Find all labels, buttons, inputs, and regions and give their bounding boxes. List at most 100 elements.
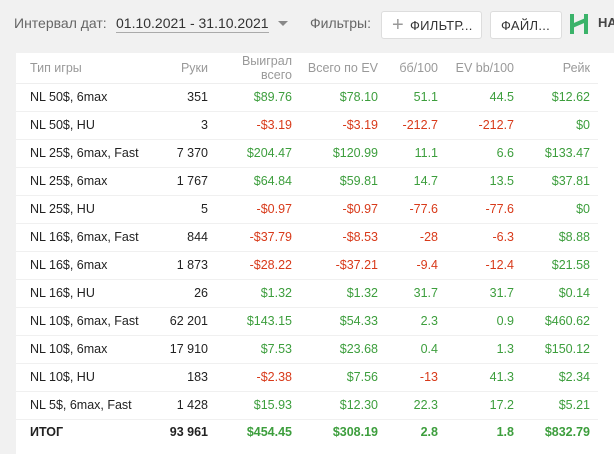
cell-total-ev: $78.10 xyxy=(300,83,386,112)
cell-hands: 1 767 xyxy=(166,167,216,196)
cell-hands: 3 xyxy=(166,111,216,140)
table-row[interactable]: NL 10$, 6max, Fast 62 201 $143.15 $54.33 2.3… xyxy=(16,307,598,336)
table-row[interactable]: NL 16$, HU 26 $1.32 $1.32 31.7 31.7 $0.14 xyxy=(16,279,598,308)
column-header-bb100[interactable]: бб/100 xyxy=(386,53,446,84)
table-header-row: Тип игры Руки Выиграл всего Всего по EV бб/1… xyxy=(16,53,598,84)
cell-hands: 351 xyxy=(166,83,216,112)
logo-text: НА xyxy=(598,15,614,30)
cell-game-type: NL 10$, 6max, Fast xyxy=(16,307,166,336)
table-row[interactable]: NL 16$, 6max, Fast 844 -$37.79 -$8.53 -28 -6.… xyxy=(16,223,598,252)
cell-game-type: NL 5$, 6max, Fast xyxy=(16,391,166,420)
cell-rake: $12.62 xyxy=(522,83,598,112)
cell-ev-bb100: 41.3 xyxy=(446,363,522,392)
cell-won-total: $64.84 xyxy=(216,167,300,196)
cell-hands: 17 910 xyxy=(166,335,216,364)
cell-total-ev: $308.19 xyxy=(332,425,378,440)
cell-bb100: 2.8 xyxy=(420,425,438,440)
cell-game-type: NL 10$, HU xyxy=(16,363,166,392)
column-header-won-total[interactable]: Выиграл всего xyxy=(216,53,300,84)
cell-total-ev: $12.30 xyxy=(300,391,386,420)
date-range-picker[interactable]: 01.10.2021 - 31.10.2021 xyxy=(116,15,269,33)
cell-won-total: -$37.79 xyxy=(216,223,300,252)
cell-hands: 7 370 xyxy=(166,139,216,168)
cell-rake: $8.88 xyxy=(522,223,598,252)
cell-game-type: NL 50$, HU xyxy=(16,111,166,140)
cell-rake: $150.12 xyxy=(522,335,598,364)
column-header-game-type[interactable]: Тип игры xyxy=(16,53,166,84)
file-button[interactable]: ФАЙЛ... xyxy=(490,11,562,39)
total-row[interactable]: ИТОГ 93 961 $454.45 $308.19 2.8 1.8 $832.79 xyxy=(16,419,598,445)
table-row[interactable]: NL 50$, HU 3 -$3.19 -$3.19 -212.7 -212.7 $0 xyxy=(16,111,598,140)
cell-bb100: 22.3 xyxy=(386,391,446,420)
cell-won-total: $15.93 xyxy=(216,391,300,420)
cell-won-total: $143.15 xyxy=(216,307,300,336)
table-row[interactable]: NL 10$, 6max 17 910 $7.53 $23.68 0.4 1.3 $150.… xyxy=(16,335,598,364)
cell-bb100: 31.7 xyxy=(386,279,446,308)
column-header-rake[interactable]: Рейк xyxy=(522,53,598,84)
cell-bb100: -212.7 xyxy=(386,111,446,140)
cell-won-total: $1.32 xyxy=(216,279,300,308)
table-row[interactable]: NL 25$, 6max 1 767 $64.84 $59.81 14.7 13.5 $37… xyxy=(16,167,598,196)
cell-hands: 183 xyxy=(166,363,216,392)
cell-ev-bb100: 44.5 xyxy=(446,83,522,112)
cell-hands: 1 873 xyxy=(166,251,216,280)
cell-rake: $0 xyxy=(522,111,598,140)
column-header-hands[interactable]: Руки xyxy=(166,53,216,84)
cell-rake: $5.21 xyxy=(522,391,598,420)
cell-game-type: NL 50$, 6max xyxy=(16,83,166,112)
cell-rake: $832.79 xyxy=(544,425,590,440)
cell-ev-bb100: -212.7 xyxy=(446,111,522,140)
cell-won-total: $204.47 xyxy=(216,139,300,168)
table-row[interactable]: NL 50$, 6max 351 $89.76 $78.10 51.1 44.5 $12.6… xyxy=(16,83,598,112)
cell-hands: 844 xyxy=(166,223,216,252)
table-row[interactable]: NL 25$, HU 5 -$0.97 -$0.97 -77.6 -77.6 $0 xyxy=(16,195,598,224)
cell-hands: 62 201 xyxy=(166,307,216,336)
cell-ev-bb100: 1.8 xyxy=(496,425,514,440)
cell-bb100: 0.4 xyxy=(386,335,446,364)
cell-ev-bb100: -12.4 xyxy=(446,251,522,280)
cell-total-ev: -$8.53 xyxy=(300,223,386,252)
cell-total-ev: $54.33 xyxy=(300,307,386,336)
cell-won-total: $89.76 xyxy=(216,83,300,112)
cell-total-ev: -$37.21 xyxy=(300,251,386,280)
cell-total-ev: $23.68 xyxy=(300,335,386,364)
cell-ev-bb100: 13.5 xyxy=(446,167,522,196)
cell-total-ev: -$0.97 xyxy=(300,195,386,224)
table-row[interactable]: NL 25$, 6max, Fast 7 370 $204.47 $120.99 11.… xyxy=(16,139,598,168)
cell-rake: $37.81 xyxy=(522,167,598,196)
chevron-down-icon[interactable] xyxy=(278,21,288,26)
cell-rake: $0.14 xyxy=(522,279,598,308)
cell-rake: $133.47 xyxy=(522,139,598,168)
cell-game-type: NL 16$, 6max, Fast xyxy=(16,223,166,252)
cell-ev-bb100: 6.6 xyxy=(446,139,522,168)
column-header-total-ev[interactable]: Всего по EV xyxy=(300,53,386,84)
plus-icon: + xyxy=(392,14,404,36)
cell-game-type: NL 16$, 6max xyxy=(16,251,166,280)
cell-game-type: ИТОГ xyxy=(30,425,64,440)
cell-ev-bb100: 31.7 xyxy=(446,279,522,308)
cell-bb100: 51.1 xyxy=(386,83,446,112)
cell-bb100: 14.7 xyxy=(386,167,446,196)
cell-bb100: -77.6 xyxy=(386,195,446,224)
table-row[interactable]: NL 16$, 6max 1 873 -$28.22 -$37.21 -9.4 -12.4… xyxy=(16,251,598,280)
cell-ev-bb100: 0.9 xyxy=(446,307,522,336)
cell-total-ev: $7.56 xyxy=(300,363,386,392)
cell-rake: $2.34 xyxy=(522,363,598,392)
cell-game-type: NL 25$, 6max xyxy=(16,167,166,196)
cell-rake: $460.62 xyxy=(522,307,598,336)
cell-ev-bb100: -77.6 xyxy=(446,195,522,224)
cell-bb100: -9.4 xyxy=(386,251,446,280)
cell-ev-bb100: -6.3 xyxy=(446,223,522,252)
cell-ev-bb100: 1.3 xyxy=(446,335,522,364)
cell-bb100: -28 xyxy=(386,223,446,252)
toolbar: Интервал дат: 01.10.2021 - 31.10.2021 Фи… xyxy=(0,0,614,48)
table-row[interactable]: NL 5$, 6max, Fast 1 428 $15.93 $12.30 22.3 17… xyxy=(16,391,598,420)
cell-hands: 26 xyxy=(166,279,216,308)
filters-button[interactable]: + ФИЛЬТР... xyxy=(381,11,482,39)
table-row[interactable]: NL 10$, HU 183 -$2.38 $7.56 -13 41.3 $2.34 xyxy=(16,363,598,392)
column-header-ev-bb100[interactable]: EV bb/100 xyxy=(446,53,522,84)
cell-game-type: NL 16$, HU xyxy=(16,279,166,308)
logo-icon xyxy=(570,14,588,34)
cell-bb100: 11.1 xyxy=(386,139,446,168)
cell-won-total: -$28.22 xyxy=(216,251,300,280)
